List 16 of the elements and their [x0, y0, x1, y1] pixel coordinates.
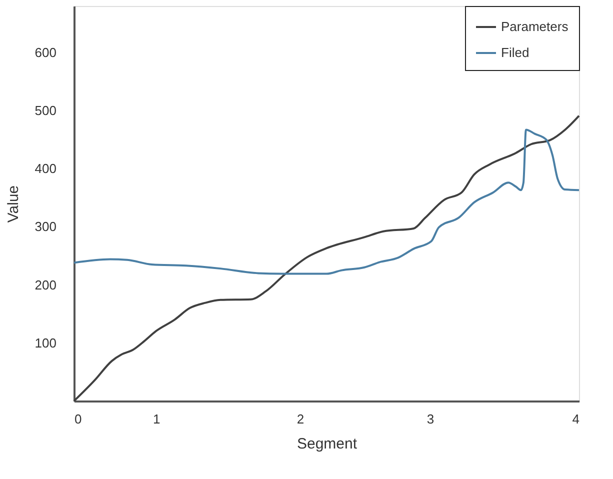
y-tick-label: 600: [34, 44, 56, 60]
x-tick-label: 3: [426, 412, 434, 426]
y-tick-label: 500: [34, 103, 56, 118]
x-axis-title: Segment: [296, 436, 358, 452]
x-tick-label: 2: [296, 412, 304, 426]
line-series: [73, 128, 580, 275]
y-tick-label: 100: [34, 335, 56, 350]
y-axis-title: Value: [4, 185, 22, 223]
y-tick-label: 300: [34, 219, 56, 234]
x-tick-label: 1: [152, 412, 160, 426]
legend-label: Parameters: [501, 19, 569, 34]
legend-label: Filed: [501, 45, 530, 60]
y-tick-label: 200: [34, 277, 56, 292]
x-tick-label: 0: [74, 412, 82, 426]
y-tick-label: 400: [34, 161, 56, 176]
x-tick-label: 4: [572, 412, 580, 426]
